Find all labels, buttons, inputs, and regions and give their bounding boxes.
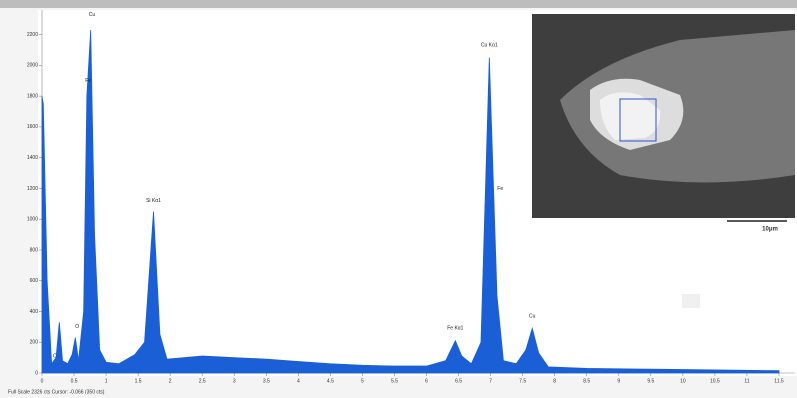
x-tick-label: 7.5: [519, 378, 526, 384]
x-tick-label: 10: [680, 378, 686, 384]
y-tick-label: 1600: [27, 124, 38, 130]
sem-inset: 10μm: [532, 14, 795, 233]
peak-label: Si Kα1: [146, 198, 161, 204]
y-tick-label: 2000: [27, 63, 38, 69]
peak-label: C: [53, 353, 57, 359]
footer: Full Scale 2326 cts Cursor: -0.066 (350 …: [8, 389, 105, 395]
x-tick-label: 1.5: [135, 378, 142, 384]
x-tick-label: 9: [617, 378, 620, 384]
x-tick-label: 3.5: [263, 378, 270, 384]
x-tick-label: 0: [41, 378, 44, 384]
top-border: [0, 0, 797, 8]
x-tick-label: 5: [361, 378, 364, 384]
x-tick-label: 4: [297, 378, 300, 384]
x-tick-label: 8: [553, 378, 556, 384]
peak-label: Cu Kα1: [481, 43, 498, 49]
peak-label: Cu: [529, 313, 536, 319]
x-tick-label: 1: [105, 378, 108, 384]
y-tick-label: 600: [30, 278, 39, 284]
chart: 0 200 400 600 800 1000 1200 1400 1600 1800 2000 220…: [0, 0, 797, 398]
x-tick-label: 11: [744, 378, 749, 384]
peak-label: Cu: [89, 12, 96, 18]
x-tick-label: 0.5: [71, 378, 78, 384]
x-tick-label: 5.5: [391, 378, 398, 384]
blank-box: [682, 294, 700, 308]
x-tick-label: 2.5: [199, 378, 206, 384]
y-tick-label: 2200: [27, 32, 38, 38]
y-tick-label: 400: [30, 309, 39, 315]
peak-label: Fe Kα1: [447, 326, 463, 332]
x-tick-label: 4.5: [327, 378, 334, 384]
y-tick-label: 1800: [27, 93, 38, 99]
peak-label: O: [75, 324, 79, 330]
y-tick-label: 800: [30, 247, 39, 253]
x-tick-label: 11.5: [774, 378, 784, 384]
x-tick-label: 6: [425, 378, 428, 384]
y-tick-label: 1000: [27, 217, 38, 223]
y-tick-label: 0: [35, 370, 38, 376]
x-tick-label: 3: [233, 378, 236, 384]
x-tick-label: 8.5: [583, 378, 590, 384]
y-tick-label: 1200: [27, 186, 38, 192]
inset-scale-label: 10μm: [762, 227, 778, 233]
x-tick-label: 10.5: [710, 378, 720, 384]
peak-label: Fe: [85, 78, 91, 84]
y-tick-label: 1400: [27, 155, 38, 161]
x-tick-label: 9.5: [647, 378, 654, 384]
peak-label: Fe: [497, 186, 503, 192]
y-tick-label: 200: [30, 340, 39, 346]
x-tick-label: 2: [169, 378, 172, 384]
x-tick-label: 7: [489, 378, 492, 384]
x-tick-label: 6.5: [455, 378, 462, 384]
